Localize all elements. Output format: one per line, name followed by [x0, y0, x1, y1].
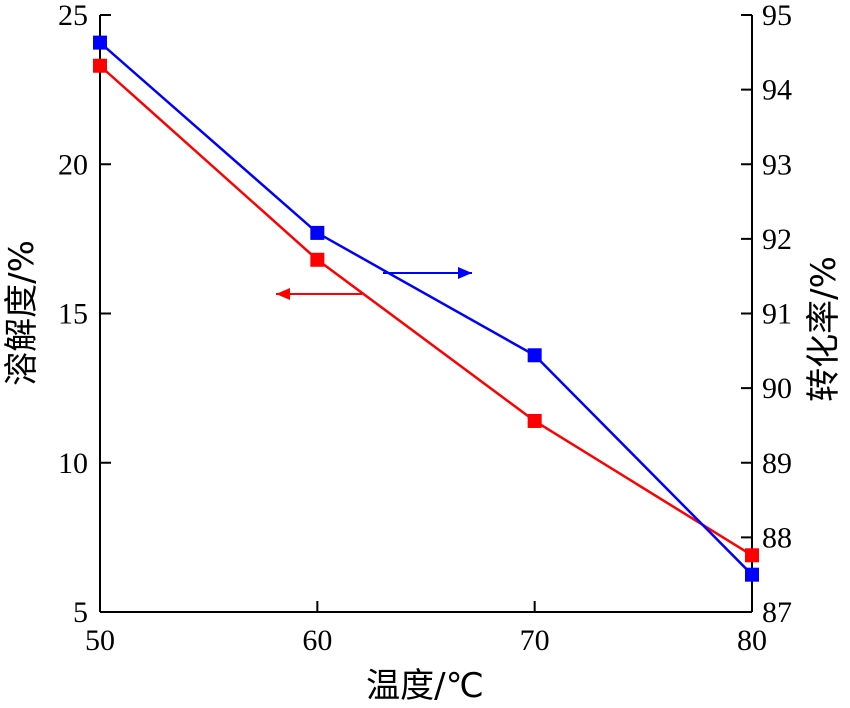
axes [99, 15, 753, 613]
left-y-tick-label: 5 [73, 596, 88, 629]
data-point-right [93, 35, 107, 50]
x-ticks: 50 60 70 80 [85, 601, 767, 657]
right-y-tick-label: 94 [762, 74, 792, 107]
left-y-tick-label: 10 [58, 447, 88, 480]
right-y-tick-label: 90 [762, 372, 792, 405]
x-tick-label: 60 [302, 624, 332, 657]
right-y-tick-label: 91 [762, 298, 792, 331]
data-point-left [310, 252, 325, 267]
data-point-right [310, 225, 325, 240]
left-y-ticks: 5 10 15 20 25 [58, 0, 111, 629]
x-tick-label: 50 [85, 624, 115, 657]
x-axis-title: 温度/℃ [366, 666, 484, 706]
series-layer [93, 35, 759, 582]
right-y-tick-label: 88 [762, 521, 792, 554]
series-line-right [99, 41, 753, 576]
x-tick-label: 70 [520, 624, 550, 657]
left-y-axis-title: 溶解度/% [2, 240, 42, 386]
annotation-layer [276, 267, 472, 300]
data-point-left [93, 58, 107, 73]
left-y-tick-label: 20 [58, 148, 88, 181]
data-point-left [527, 413, 542, 428]
data-point-right [745, 567, 759, 582]
annotation-arrow-head [458, 267, 472, 279]
left-y-tick-label: 15 [58, 298, 88, 331]
x-tick-label: 80 [737, 624, 767, 657]
right-y-tick-label: 87 [762, 596, 792, 629]
right-y-tick-label: 92 [762, 223, 792, 256]
annotation-arrow-head [276, 288, 290, 300]
right-y-axis-title: 转化率/% [804, 256, 844, 402]
data-point-right [527, 348, 542, 363]
right-y-tick-label: 89 [762, 447, 792, 480]
right-y-tick-label: 93 [762, 148, 792, 181]
right-y-tick-label: 95 [762, 0, 792, 32]
data-point-left [745, 548, 759, 563]
series-line-left [99, 64, 753, 557]
right-y-ticks: 87 88 89 90 91 92 93 94 95 [741, 0, 792, 629]
left-y-tick-label: 25 [58, 0, 88, 32]
